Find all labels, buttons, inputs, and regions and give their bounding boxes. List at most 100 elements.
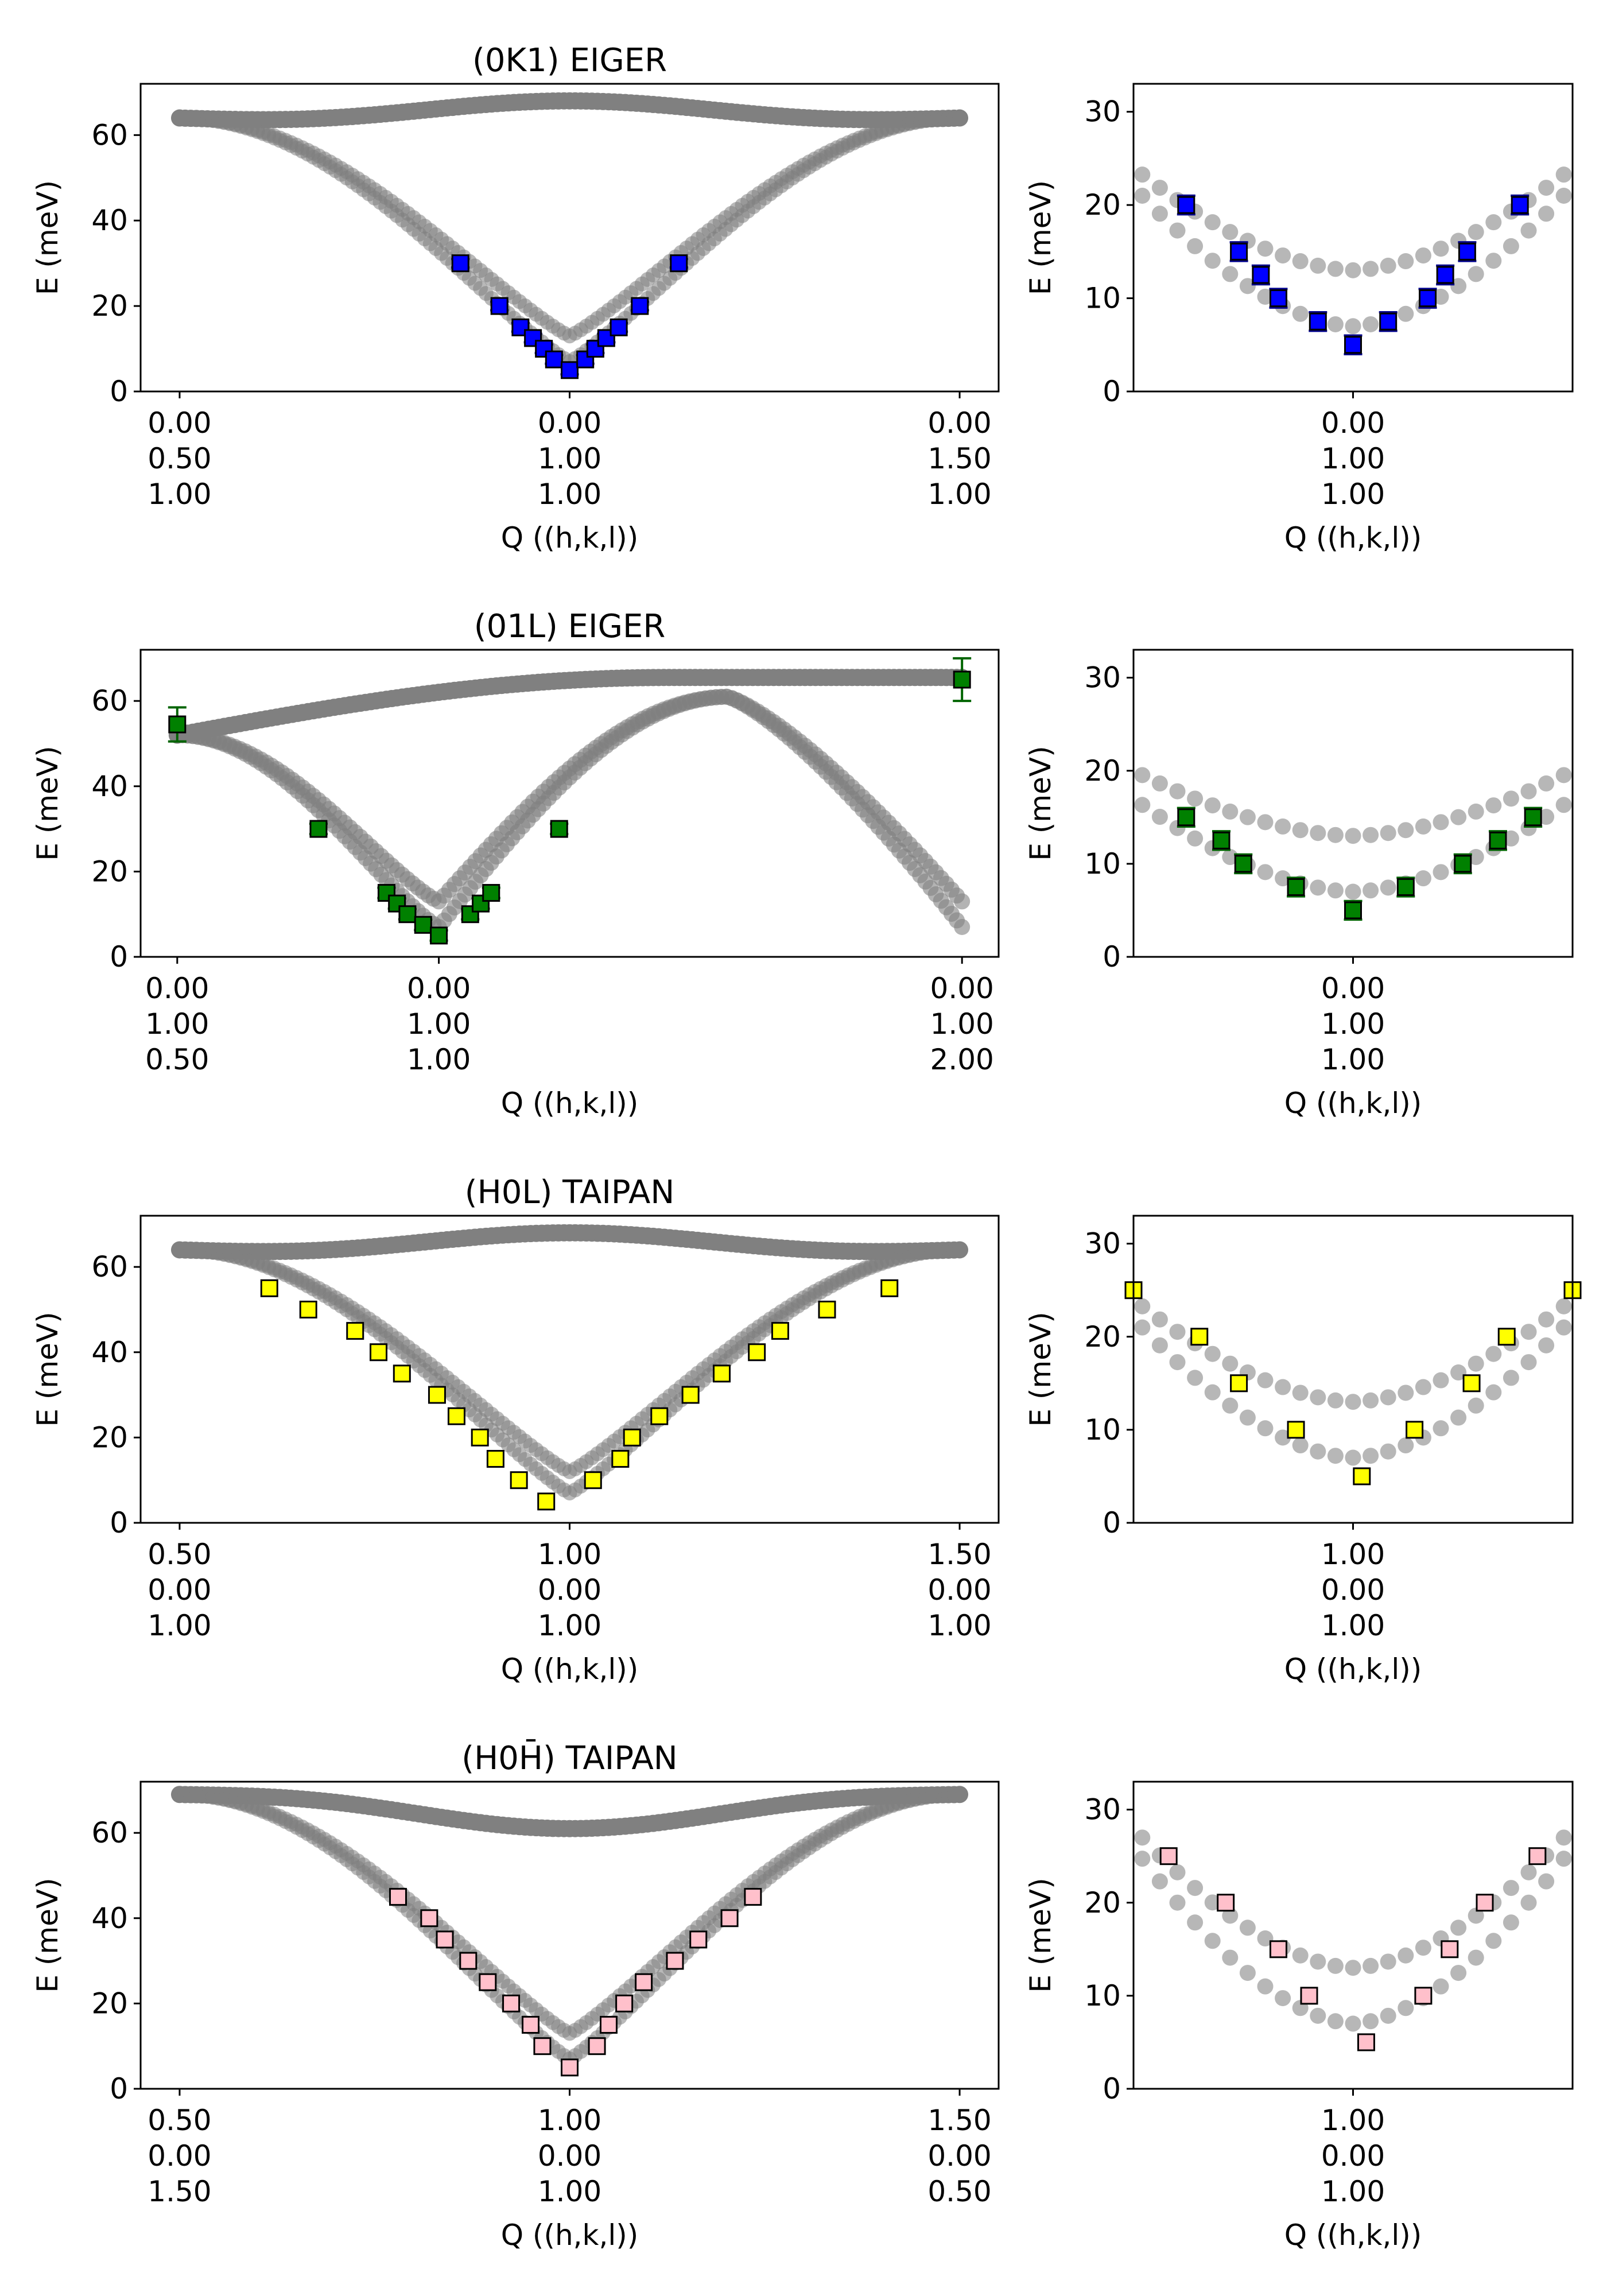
data-point bbox=[459, 1952, 478, 1970]
model-point bbox=[1538, 775, 1555, 792]
model-point bbox=[1204, 214, 1221, 231]
data-point bbox=[1287, 878, 1305, 896]
model-point bbox=[1327, 882, 1344, 899]
model-point bbox=[1485, 214, 1502, 231]
model-point bbox=[1555, 188, 1572, 204]
x-tick-label: 0.00 bbox=[407, 972, 471, 1005]
x-tick-label: 1.00 bbox=[927, 1609, 991, 1642]
data-point bbox=[771, 1322, 789, 1340]
x-tick-label: 1.00 bbox=[538, 442, 601, 475]
x-tick-label: 1.50 bbox=[927, 2104, 991, 2137]
x-axis-label: Q ((h,k,l)) bbox=[1284, 1087, 1422, 1120]
data-point bbox=[545, 350, 563, 369]
model-point bbox=[1345, 262, 1361, 278]
y-tick-label: 10 bbox=[1084, 1979, 1121, 2012]
data-point bbox=[414, 916, 432, 934]
model-point bbox=[1134, 1298, 1151, 1314]
y-tick-label: 30 bbox=[1084, 661, 1121, 695]
model-point bbox=[1398, 1947, 1414, 1964]
x-tick-label: 0.00 bbox=[147, 1573, 211, 1607]
data-point bbox=[346, 1322, 364, 1340]
model-point bbox=[1310, 825, 1326, 841]
x-tick-label: 1.00 bbox=[1321, 442, 1385, 475]
y-tick-label: 0 bbox=[110, 1506, 128, 1539]
y-tick-label: 20 bbox=[1084, 1886, 1121, 1919]
data-point bbox=[436, 1930, 454, 1949]
model-point bbox=[1450, 1919, 1467, 1936]
model-point bbox=[1468, 1355, 1484, 1372]
y-tick-label: 60 bbox=[91, 1250, 128, 1283]
model-point bbox=[1485, 253, 1502, 269]
y-tick-label: 20 bbox=[1084, 1320, 1121, 1353]
data-point bbox=[550, 820, 568, 838]
y-tick-label: 0 bbox=[110, 2072, 128, 2105]
data-point bbox=[561, 2058, 579, 2077]
model-point bbox=[1485, 1933, 1502, 1949]
y-axis-label: E (meV) bbox=[1024, 180, 1057, 295]
panel-title: (0K1) EIGER bbox=[472, 42, 667, 79]
panel-8: 0 10 20 30 1.000.001.00 Q ((h,k,l)) E (meV) bbox=[1024, 1781, 1574, 2252]
y-tick-label: 20 bbox=[1084, 188, 1121, 222]
y-tick-label: 30 bbox=[1084, 1793, 1121, 1826]
y-tick-label: 20 bbox=[1084, 754, 1121, 788]
data-point bbox=[447, 1407, 465, 1425]
data-point bbox=[451, 254, 469, 273]
model-point bbox=[1380, 2007, 1396, 2024]
model-point bbox=[1204, 797, 1221, 814]
model-point bbox=[954, 918, 971, 935]
data-point bbox=[299, 1300, 317, 1318]
model-point bbox=[1520, 1354, 1537, 1371]
x-tick-label: 0.00 bbox=[1321, 406, 1385, 440]
y-axis-label: E (meV) bbox=[31, 180, 64, 295]
data-point bbox=[428, 1386, 446, 1404]
panel-title: (H0L) TAIPAN bbox=[465, 1174, 675, 1211]
model-point bbox=[1204, 253, 1221, 269]
y-tick-label: 40 bbox=[91, 1902, 128, 1935]
y-tick-label: 40 bbox=[91, 1336, 128, 1369]
x-tick-label: 1.00 bbox=[1321, 2104, 1385, 2137]
x-tick-label: 1.00 bbox=[1321, 1043, 1385, 1076]
data-point bbox=[623, 1428, 641, 1446]
data-point bbox=[1489, 831, 1507, 850]
model-point bbox=[1415, 1940, 1431, 1956]
model-point bbox=[1117, 153, 1133, 169]
data-point bbox=[260, 1279, 278, 1297]
model-point bbox=[1327, 1448, 1344, 1464]
x-axis-label: Q ((h,k,l)) bbox=[501, 2219, 639, 2252]
model-point bbox=[1485, 1384, 1502, 1401]
plot-area bbox=[170, 1786, 969, 2066]
panel-6: 0 10 20 30 1.000.001.00 Q ((h,k,l)) E (meV) bbox=[1024, 1215, 1589, 1686]
model-point bbox=[954, 893, 971, 910]
data-point bbox=[689, 1930, 708, 1949]
x-tick-label: 1.50 bbox=[147, 2175, 211, 2208]
data-point bbox=[1190, 1328, 1209, 1346]
x-tick-label: 1.00 bbox=[407, 1007, 471, 1041]
data-point bbox=[486, 1450, 504, 1468]
data-point bbox=[490, 297, 509, 315]
axes-frame bbox=[1132, 1781, 1574, 2090]
plot-area bbox=[170, 1224, 969, 1500]
model-point bbox=[1398, 2000, 1414, 2016]
panel-title: (H0H̄) TAIPAN bbox=[461, 1740, 677, 1777]
axes-frame bbox=[139, 649, 1000, 958]
y-tick-label: 30 bbox=[1084, 95, 1121, 129]
model-point bbox=[1222, 803, 1239, 820]
data-point bbox=[533, 2037, 552, 2055]
model-point bbox=[1310, 2007, 1326, 2024]
model-point bbox=[1275, 1429, 1291, 1446]
model-point bbox=[1538, 1337, 1555, 1353]
model-point bbox=[1363, 261, 1379, 277]
model-point bbox=[1555, 1298, 1572, 1314]
model-point bbox=[1257, 1978, 1274, 1995]
model-point bbox=[1239, 809, 1256, 825]
panel-5: 02040600.500.001.001.000.001.001.500.001… bbox=[31, 1174, 1000, 1686]
model-point bbox=[1573, 1301, 1589, 1317]
model-point bbox=[1555, 797, 1572, 813]
model-point bbox=[1503, 1880, 1519, 1896]
data-point bbox=[1230, 1374, 1248, 1393]
data-point bbox=[1441, 1940, 1459, 1958]
model-point bbox=[1433, 241, 1449, 257]
data-point bbox=[611, 1450, 630, 1468]
model-point bbox=[1380, 257, 1396, 274]
